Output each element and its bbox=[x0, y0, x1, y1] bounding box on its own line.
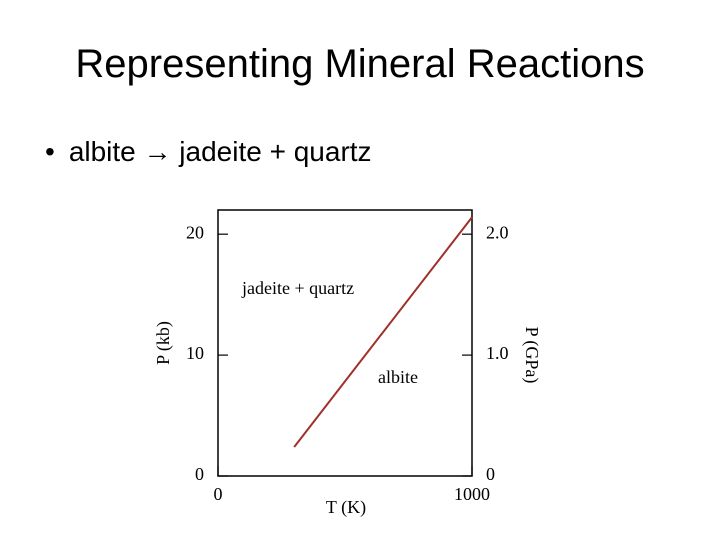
y-tick-label: 10 bbox=[186, 343, 204, 363]
bullet-text: albite → jadeite + quartz bbox=[68, 136, 372, 167]
x-tick-label: 1000 bbox=[454, 484, 490, 504]
y-axis-label: P (kb) bbox=[153, 321, 174, 365]
y2-tick-label: 0 bbox=[486, 464, 495, 484]
annotation: jadeite + quartz bbox=[241, 278, 354, 298]
plot-frame bbox=[217, 209, 473, 477]
y-tick-label: 20 bbox=[186, 222, 204, 242]
y-tick-label: 0 bbox=[195, 464, 204, 484]
y2-tick-label: 2.0 bbox=[486, 222, 509, 242]
slide-title: Representing Mineral Reactions bbox=[75, 42, 645, 86]
y2-tick-label: 1.0 bbox=[486, 343, 509, 363]
bullet-dot: • bbox=[45, 136, 55, 167]
bullet: • albite → jadeite + quartz bbox=[45, 136, 372, 168]
y2-axis-label: P (GPa) bbox=[521, 327, 542, 384]
annotation: albite bbox=[378, 367, 418, 387]
x-tick-label: 0 bbox=[214, 484, 223, 504]
x-axis-label: T (K) bbox=[326, 497, 366, 518]
line-series bbox=[293, 216, 473, 448]
